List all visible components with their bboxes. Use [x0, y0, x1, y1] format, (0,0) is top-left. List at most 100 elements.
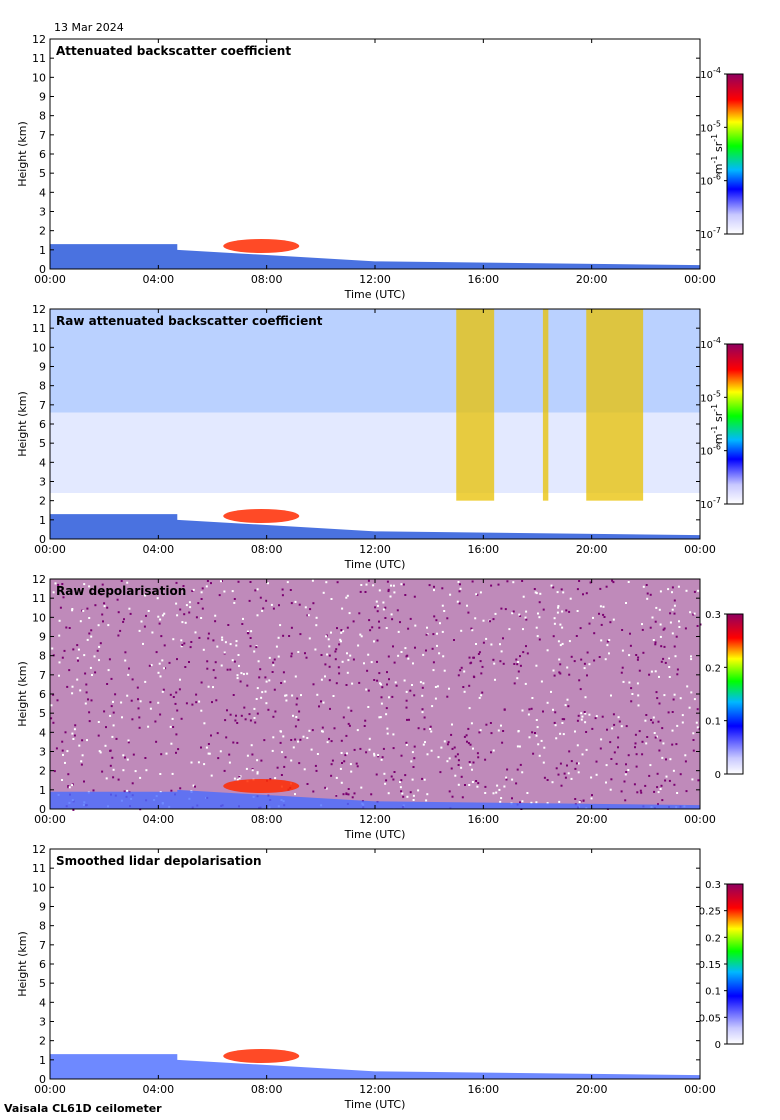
noise-speck — [97, 721, 100, 723]
noise-speck — [382, 747, 385, 750]
noise-speck — [205, 746, 208, 749]
noise-speck — [480, 672, 483, 675]
noise-speck — [641, 740, 644, 743]
noise-speck — [318, 705, 320, 708]
noise-speck — [417, 727, 420, 730]
noise-speck — [528, 708, 531, 711]
noise-speck — [121, 716, 123, 719]
noise-speck — [519, 614, 522, 617]
noise-speck — [50, 704, 53, 707]
x-tick-label: 08:00 — [251, 813, 283, 826]
noise-speck — [497, 583, 500, 586]
noise-speck — [330, 631, 332, 634]
noise-speck — [136, 686, 139, 689]
x-tick-label: 08:00 — [251, 1083, 283, 1096]
noise-speck — [424, 741, 426, 744]
noise-speck — [308, 729, 311, 732]
noise-speck — [352, 658, 355, 661]
noise-speck — [609, 741, 612, 744]
noise-speck — [298, 762, 301, 765]
noise-speck — [124, 756, 126, 759]
noise-speck — [407, 627, 410, 630]
noise-speck — [467, 611, 470, 614]
noise-speck — [673, 604, 676, 607]
noise-speck — [340, 781, 343, 784]
noise-speck — [359, 747, 362, 750]
noise-speck — [612, 581, 615, 584]
y-tick-label: 11 — [32, 322, 46, 335]
noise-speck — [662, 657, 665, 660]
noise-speck — [519, 801, 521, 804]
noise-speck — [363, 725, 366, 727]
noise-speck — [400, 651, 403, 653]
noise-speck — [625, 725, 628, 728]
noise-speck — [223, 590, 226, 593]
noise-speck — [271, 671, 274, 673]
noise-speck — [376, 660, 378, 663]
noise-speck — [468, 707, 471, 710]
noise-speck — [163, 667, 166, 670]
noise-speck — [356, 765, 359, 768]
noise-speck — [661, 799, 664, 802]
noise-speck — [392, 645, 394, 648]
noise-speck — [635, 753, 638, 756]
noise-speck — [422, 682, 425, 685]
noise-speck — [378, 672, 381, 675]
noise-speck — [347, 659, 350, 662]
heatmap-texture — [50, 309, 700, 539]
noise-speck — [441, 604, 444, 607]
noise-speck — [468, 656, 471, 659]
colorbar-tick-label: 10-5 — [700, 389, 721, 404]
noise-speck — [671, 591, 673, 594]
noise-speck — [249, 645, 252, 648]
noise-speck — [93, 655, 96, 658]
noise-speck — [503, 785, 506, 788]
noise-speck — [272, 736, 275, 739]
noise-speck — [558, 658, 561, 661]
noise-speck — [662, 742, 665, 745]
noise-speck — [581, 753, 584, 756]
noise-speck — [350, 770, 353, 773]
boundary-layer — [50, 514, 700, 539]
noise-speck — [531, 697, 534, 699]
noise-speck — [390, 613, 393, 616]
noise-speck — [618, 720, 621, 723]
noise-speck — [654, 641, 657, 644]
noise-speck — [671, 743, 674, 746]
noise-speck — [648, 774, 651, 777]
noise-speck — [606, 644, 609, 647]
noise-speck — [423, 728, 426, 731]
noise-speck — [128, 607, 131, 610]
noise-speck — [157, 615, 160, 618]
noise-speck — [468, 784, 471, 786]
noise-speck — [566, 666, 569, 669]
noise-speck — [546, 701, 549, 704]
noise-speck — [229, 713, 232, 716]
noise-speck — [552, 669, 555, 672]
noise-speck — [622, 680, 625, 683]
noise-speck — [325, 581, 328, 584]
noise-speck — [654, 736, 657, 739]
noise-speck — [676, 724, 679, 727]
noise-speck — [273, 658, 276, 661]
noise-speck — [552, 586, 555, 589]
noise-speck — [535, 801, 538, 804]
noise-speck — [256, 588, 259, 591]
noise-speck — [644, 719, 647, 722]
noise-speck — [390, 584, 392, 587]
noise-speck — [570, 760, 573, 763]
noise-speck — [676, 792, 679, 794]
noise-speck — [249, 637, 252, 639]
noise-speck — [169, 693, 172, 696]
noise-speck — [228, 753, 231, 756]
noise-speck — [350, 709, 353, 712]
noise-speck — [341, 660, 344, 663]
noise-speck — [203, 763, 206, 766]
noise-speck — [111, 756, 114, 759]
noise-speck — [220, 664, 223, 667]
noise-speck — [380, 696, 383, 699]
noise-speck — [561, 642, 564, 645]
noise-speck — [663, 694, 666, 697]
noise-speck — [87, 698, 89, 701]
noise-speck — [335, 648, 338, 651]
